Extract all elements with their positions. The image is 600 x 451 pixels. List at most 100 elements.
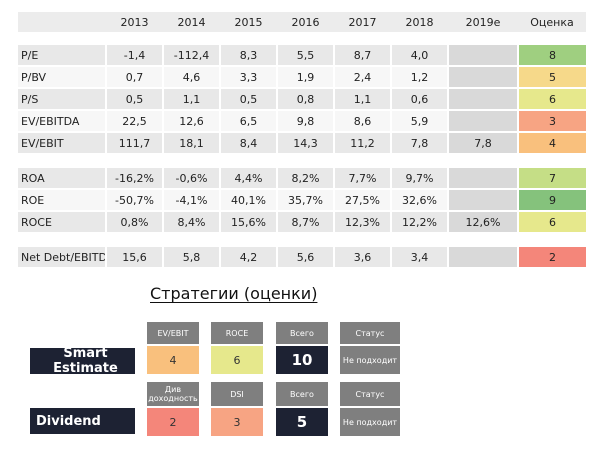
metric-value: 18,1 [162,132,220,155]
metric-value: 15,6% [219,211,277,234]
metric-value: -1,4 [105,45,163,67]
metric-score: 6 [517,211,586,234]
smart-h2: ROCE [211,322,263,344]
header-label [18,12,106,32]
metric-estimate [447,66,518,89]
metric-label: ROCE [18,211,106,234]
metric-value: 1,1 [162,88,220,111]
metric-value: 5,8 [162,247,220,269]
metric-value: 12,2% [390,211,448,234]
metric-row: P/E -1,4 -112,4 8,3 5,5 8,7 4,0 8 [18,45,586,67]
year-header: 2019e [448,12,518,32]
metric-value: 1,9 [276,66,334,89]
metric-value: 12,3% [333,211,391,234]
metric-value: 0,7 [105,66,163,89]
year-header: 2015 [220,12,277,32]
metric-value: 1,2 [390,66,448,89]
smart-v2: 6 [211,346,263,374]
metric-value: 35,7% [276,189,334,212]
metric-value: 8,7% [276,211,334,234]
metric-row: EV/EBITDA 22,5 12,6 6,5 9,8 8,6 5,9 3 [18,110,586,133]
score-header: Оценка [518,12,586,32]
metric-score: 3 [517,110,586,133]
metric-value: 3,4 [390,247,448,269]
metric-value: 111,7 [105,132,163,155]
metric-score: 8 [517,45,586,67]
year-header: 2017 [334,12,391,32]
dividend-h1: Див доходность [147,382,199,406]
metric-estimate [447,168,518,190]
year-header: 2014 [163,12,220,32]
metric-value: 8,4% [162,211,220,234]
metric-value: -112,4 [162,45,220,67]
metric-value: -4,1% [162,189,220,212]
metric-value: 5,5 [276,45,334,67]
metric-value: 0,8% [105,211,163,234]
strategy-dividend-label: Dividend [30,408,135,434]
metric-value: 11,2 [333,132,391,155]
year-header: 2016 [277,12,334,32]
metric-score: 7 [517,168,586,190]
metric-value: 3,6 [333,247,391,269]
metric-label: ROA [18,168,106,190]
metric-estimate: 12,6% [447,211,518,234]
metric-value: 9,7% [390,168,448,190]
header-row: 2013 2014 2015 2016 2017 2018 2019e Оцен… [18,12,586,32]
metric-score: 2 [517,247,586,269]
metric-value: 4,2 [219,247,277,269]
metric-value: 2,4 [333,66,391,89]
metric-value: 0,6 [390,88,448,111]
metric-estimate [447,88,518,111]
metric-value: 1,1 [333,88,391,111]
metric-label: Net Debt/EBITDA [18,247,106,269]
metric-estimate [447,189,518,212]
metric-value: 8,6 [333,110,391,133]
metric-estimate: 7,8 [447,132,518,155]
metric-value: -0,6% [162,168,220,190]
metric-value: 9,8 [276,110,334,133]
metric-score: 5 [517,66,586,89]
dividend-status-header: Статус [340,382,400,406]
dividend-total-header: Всего [276,382,328,406]
metric-value: 8,2% [276,168,334,190]
metric-value: 6,5 [219,110,277,133]
metric-label: EV/EBIT [18,132,106,155]
metric-value: 8,4 [219,132,277,155]
metric-value: 3,3 [219,66,277,89]
metric-label: P/BV [18,66,106,89]
smart-total-header: Всего [276,322,328,344]
dividend-h2: DSI [211,382,263,406]
metric-score: 9 [517,189,586,212]
metric-label: EV/EBITDA [18,110,106,133]
metric-value: 4,0 [390,45,448,67]
metric-value: 8,7 [333,45,391,67]
metric-estimate [447,247,518,269]
metric-value: 5,9 [390,110,448,133]
metrics-table: 2013 2014 2015 2016 2017 2018 2019e Оцен… [18,12,586,269]
metric-label: P/E [18,45,106,67]
smart-v1: 4 [147,346,199,374]
metric-value: -16,2% [105,168,163,190]
metric-row: EV/EBIT 111,7 18,1 8,4 14,3 11,2 7,8 7,8 4 [18,132,586,155]
smart-status: Не подходит [340,346,400,374]
dividend-v2: 3 [211,408,263,436]
metric-score: 4 [517,132,586,155]
smart-total: 10 [276,346,328,374]
metric-value: 7,8 [390,132,448,155]
year-header: 2018 [391,12,448,32]
metric-value: 5,6 [276,247,334,269]
dividend-status: Не подходит [340,408,400,436]
metric-row: Net Debt/EBITDA 15,6 5,8 4,2 5,6 3,6 3,4 2 [18,247,586,269]
metric-label: ROE [18,189,106,212]
dividend-total: 5 [276,408,328,436]
metric-row: ROE -50,7% -4,1% 40,1% 35,7% 27,5% 32,6% 9 [18,189,586,212]
metric-value: 22,5 [105,110,163,133]
dividend-v1: 2 [147,408,199,436]
smart-h1: EV/EBIT [147,322,199,344]
metric-value: 8,3 [219,45,277,67]
metric-estimate [447,45,518,67]
strategies-title: Стратегии (оценки) [150,284,318,303]
metric-estimate [447,110,518,133]
year-header: 2013 [106,12,163,32]
metric-row: P/BV 0,7 4,6 3,3 1,9 2,4 1,2 5 [18,66,586,89]
